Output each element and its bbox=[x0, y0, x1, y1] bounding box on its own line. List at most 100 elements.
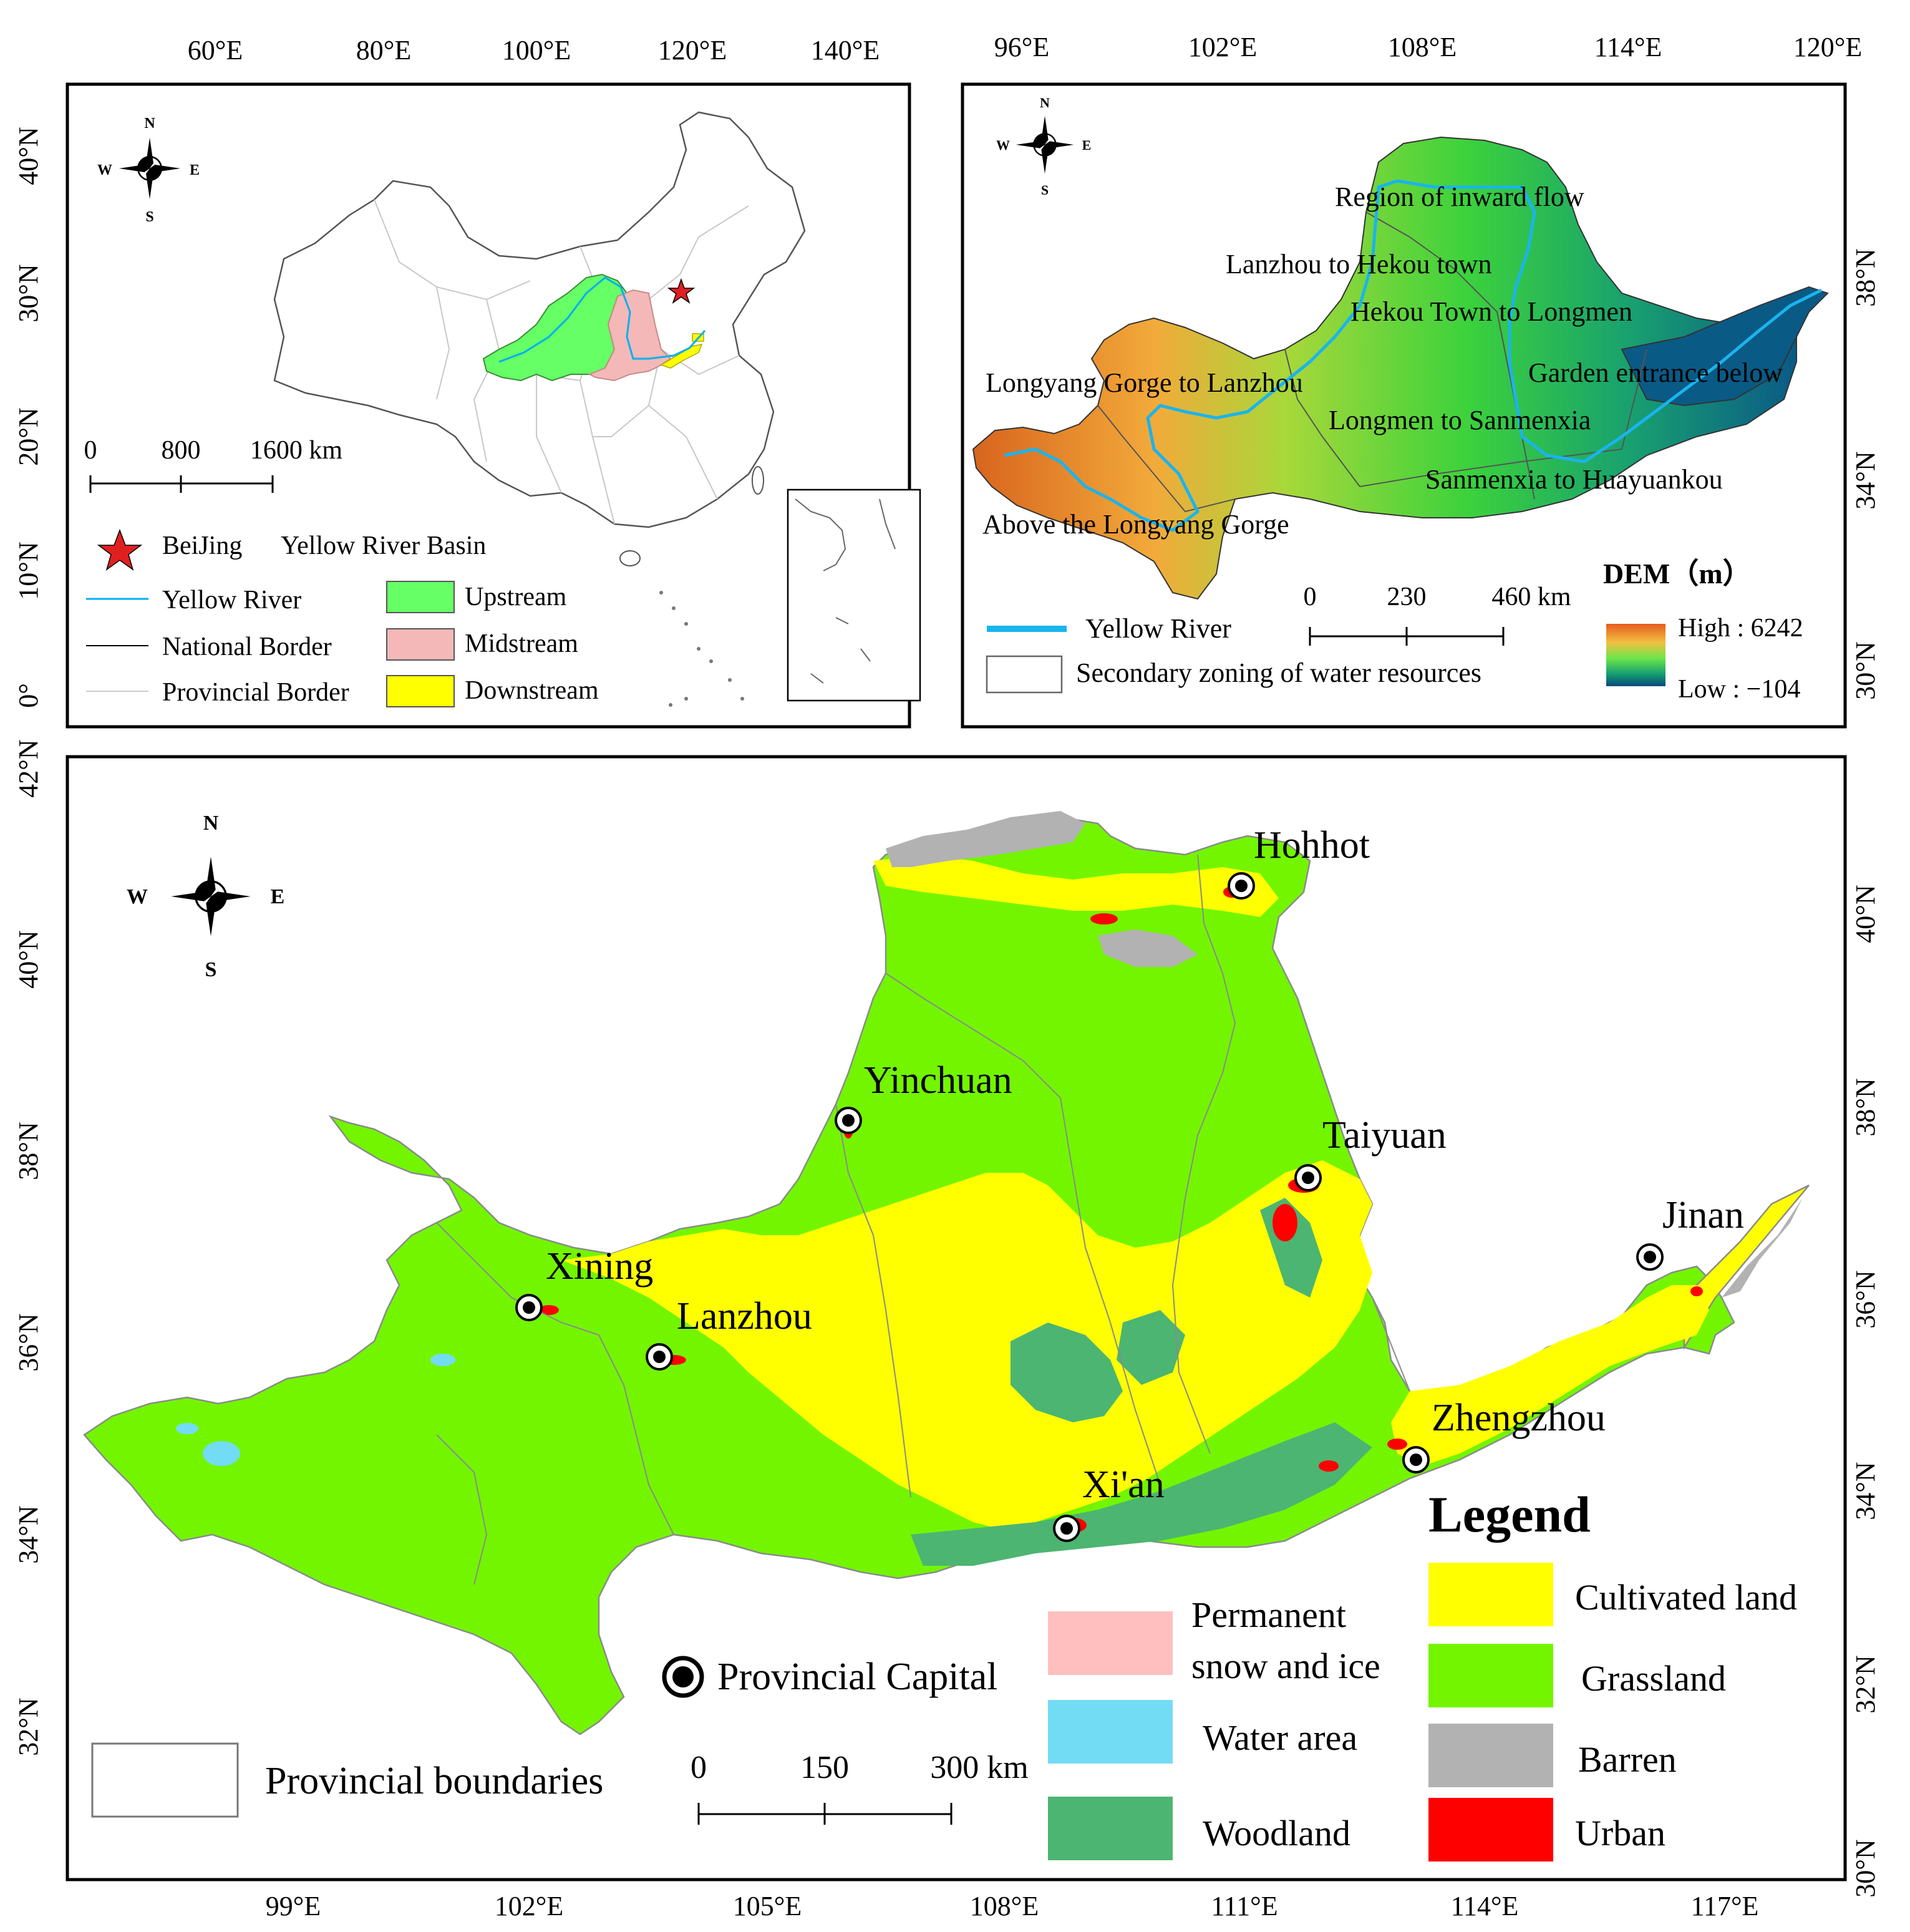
legend-upstream-label: Upstream bbox=[465, 583, 567, 611]
panel-c-compass-n: N bbox=[203, 812, 219, 835]
panel-c-tick-left: 42°N bbox=[13, 739, 44, 797]
dem-color-ramp bbox=[1606, 624, 1665, 686]
panel-c-compass-w: W bbox=[127, 885, 148, 908]
panel-b-compass-n: N bbox=[1040, 95, 1050, 110]
city-label: Lanzhou bbox=[677, 1295, 812, 1337]
legend-boundaries-swatch bbox=[91, 1742, 239, 1818]
region-label: Garden entrance below bbox=[1528, 357, 1783, 388]
legend-b-zone-swatch bbox=[986, 655, 1063, 694]
legend-b-zone-label: Secondary zoning of water resources bbox=[1076, 658, 1481, 688]
panel-c-tick-bottom: 114°E bbox=[1451, 1891, 1519, 1921]
legend-water-swatch bbox=[1048, 1700, 1173, 1764]
legend-upstream-swatch bbox=[386, 581, 455, 613]
capital-jinan bbox=[1636, 1243, 1664, 1271]
panel-b-tick-right: 34°N bbox=[1850, 451, 1881, 509]
legend-boundaries-label: Provincial boundaries bbox=[265, 1760, 603, 1802]
water-patches bbox=[176, 1354, 455, 1466]
panel-a-tick-top: 80°E bbox=[356, 35, 411, 66]
panel-c-scale-label: 0 bbox=[691, 1750, 707, 1785]
legend-urban-label: Urban bbox=[1575, 1813, 1665, 1853]
panel-c-tick-left: 32°N bbox=[13, 1697, 44, 1755]
legend-b-river-label: Yellow River bbox=[1085, 613, 1231, 644]
legend-capital-label: Provincial Capital bbox=[717, 1656, 997, 1698]
woodland-patches bbox=[911, 1422, 1372, 1566]
hainan-island bbox=[619, 550, 641, 566]
panel-a-scale-bar bbox=[89, 475, 274, 493]
legend-midstream-label: Midstream bbox=[465, 629, 578, 658]
panel-b-tick-top: 102°E bbox=[1188, 32, 1257, 62]
panel-a-scale-label: 1600 km bbox=[250, 436, 343, 465]
legend-provincial-label: Provincial Border bbox=[162, 678, 349, 707]
panel-a-compass-s: S bbox=[145, 209, 153, 225]
panel-c-tick-bottom: 105°E bbox=[733, 1891, 802, 1921]
panel-a-tick-left: 0° bbox=[13, 683, 44, 708]
provincial-boundary-lines bbox=[436, 854, 1410, 1585]
panel-b-tick-top: 96°E bbox=[994, 32, 1049, 62]
panel-a-compass-e: E bbox=[190, 162, 200, 178]
legend-barren-swatch bbox=[1428, 1724, 1553, 1787]
city-label: Jinan bbox=[1662, 1194, 1744, 1236]
legend-capital-icon bbox=[662, 1656, 704, 1698]
panel-b-scale-label: 230 bbox=[1387, 583, 1427, 611]
capital-xining bbox=[515, 1294, 543, 1321]
legend-barren-label: Barren bbox=[1578, 1739, 1677, 1780]
capital-xian bbox=[1053, 1515, 1080, 1542]
panel-a-tick-top: 60°E bbox=[188, 35, 243, 66]
panel-b-scale-bar bbox=[1309, 627, 1505, 646]
capital-lanzhou bbox=[646, 1343, 673, 1371]
panel-b-scale-label: 0 bbox=[1304, 583, 1317, 611]
panel-c-tick-bottom: 117°E bbox=[1691, 1891, 1759, 1921]
legend-urban-swatch bbox=[1428, 1798, 1553, 1862]
woodland-patches bbox=[1011, 1323, 1123, 1422]
legend-downstream-swatch bbox=[386, 675, 455, 707]
panel-a-compass-w: W bbox=[97, 162, 112, 178]
panel-b-compass-s: S bbox=[1041, 182, 1049, 198]
region-label: Above the Longyang Gorge bbox=[982, 509, 1289, 540]
panel-c-tick-right: 38°N bbox=[1850, 1078, 1881, 1136]
dem-legend-title: DEM（m） bbox=[1603, 558, 1752, 590]
city-label: Zhengzhou bbox=[1432, 1397, 1606, 1439]
dem-high-label: High : 6242 bbox=[1678, 614, 1803, 643]
panel-b-tick-top: 120°E bbox=[1793, 32, 1862, 62]
beijing-star-icon bbox=[667, 278, 696, 304]
panel-c-tick-left: 34°N bbox=[13, 1505, 44, 1563]
legend-woodland-swatch bbox=[1048, 1797, 1173, 1860]
woodland-patches bbox=[1117, 1310, 1185, 1385]
panel-c-tick-right: 34°N bbox=[1850, 1462, 1881, 1520]
panel-c-scale-label: 150 bbox=[800, 1750, 849, 1785]
panel-a-scale-label: 0 bbox=[84, 436, 97, 465]
panel-c-tick-right: 30°N bbox=[1850, 1839, 1881, 1897]
legend-river-label: Yellow River bbox=[162, 586, 301, 614]
panel-c-tick-right: 40°N bbox=[1850, 885, 1881, 943]
capital-taiyuan bbox=[1294, 1164, 1322, 1192]
region-label: Sanmenxia to Huayuankou bbox=[1425, 464, 1723, 495]
panel-china-overview: 60°E 80°E 100°E 120°E 140°E 40°N 30°N 20… bbox=[13, 35, 921, 729]
panel-b-tick-right: 30°N bbox=[1850, 641, 1881, 699]
cultivated-patches bbox=[561, 1160, 1372, 1528]
panel-a-scale-label: 800 bbox=[162, 436, 201, 465]
panel-c-compass-e: E bbox=[271, 885, 285, 908]
panel-a-tick-left: 30°N bbox=[13, 264, 44, 322]
legend-midstream-swatch bbox=[386, 628, 455, 661]
panel-b-scale-label: 460 km bbox=[1491, 583, 1571, 611]
city-label: Xining bbox=[546, 1245, 653, 1288]
south-sea-inset bbox=[787, 488, 921, 702]
city-label: Taiyuan bbox=[1322, 1114, 1447, 1157]
cultivated-patches bbox=[873, 855, 1279, 917]
cultivated-patches bbox=[1391, 1285, 1709, 1466]
legend-snow-swatch bbox=[1048, 1611, 1173, 1675]
legend-downstream-label: Downstream bbox=[465, 676, 599, 705]
barren-patches bbox=[886, 811, 1085, 867]
legend-water-label: Water area bbox=[1203, 1717, 1357, 1758]
city-label: Xi'an bbox=[1082, 1464, 1165, 1506]
dem-yellow-river bbox=[1004, 179, 1823, 532]
taiwan-island bbox=[752, 466, 764, 495]
barren-patches bbox=[1722, 1198, 1803, 1298]
panel-c-scale-bar bbox=[697, 1803, 953, 1825]
panel-c-tick-right: 36°N bbox=[1850, 1270, 1881, 1328]
panel-b-tick-top: 114°E bbox=[1594, 32, 1662, 62]
legend-grassland-swatch bbox=[1428, 1644, 1553, 1707]
legend-national-label: National Border bbox=[162, 633, 332, 661]
panel-c-tick-left: 40°N bbox=[13, 930, 44, 988]
panel-c-compass-s: S bbox=[205, 958, 217, 981]
